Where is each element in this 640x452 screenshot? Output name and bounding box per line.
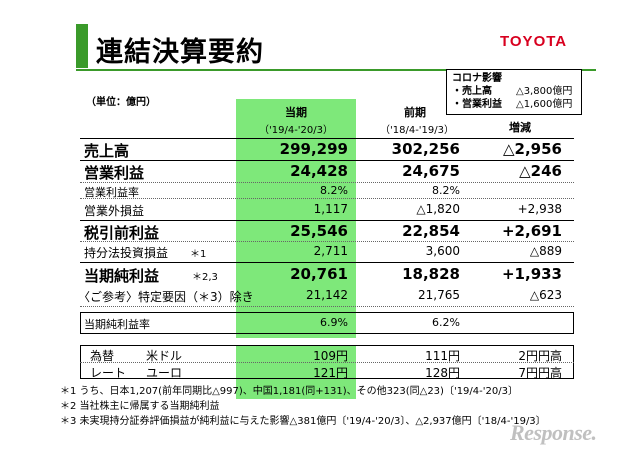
cell-current: 21,142 [306, 288, 348, 302]
row-label: 当期純利益 [84, 267, 160, 285]
cell-previous: 21,765 [418, 288, 460, 302]
cell-current: 20,761 [290, 265, 348, 283]
col-header-previous: 前期 [404, 106, 426, 119]
cell-previous: 6.2% [432, 316, 460, 329]
title-rule [76, 69, 596, 71]
unit-label: （単位：億円） [86, 97, 156, 108]
divider [80, 220, 574, 221]
cell-previous: 22,854 [402, 222, 460, 240]
cell-current: 299,299 [279, 140, 348, 158]
cell-previous: 128円 [425, 366, 460, 380]
corona-item-sales: ・売上高 △3,800億円 [452, 85, 576, 98]
col-header-change: 増減 [509, 121, 531, 134]
cell-change: △246 [519, 162, 562, 180]
corona-item-label: ・営業利益 [452, 99, 502, 110]
row-label: 営業外損益 [84, 204, 145, 218]
divider [80, 138, 574, 139]
corona-item-value: △1,600億円 [516, 99, 573, 110]
corona-item-label: ・売上高 [452, 86, 492, 97]
fx-label: レート [90, 366, 127, 380]
cell-previous: 302,256 [391, 140, 460, 158]
title-accent-bar [76, 24, 88, 68]
corona-item-value: △3,800億円 [516, 86, 573, 97]
cell-change: △623 [529, 288, 562, 302]
divider [80, 241, 574, 242]
cell-current: 6.9% [320, 316, 348, 329]
cell-current: 25,546 [290, 222, 348, 240]
cell-current: 24,428 [290, 162, 348, 180]
cell-change: +2,691 [501, 222, 562, 240]
row-label: 税引前利益 [84, 224, 160, 242]
row-label: 売上高 [84, 142, 130, 160]
cell-change: 2円円高 [518, 349, 562, 363]
row-note: ＊2,3 [192, 272, 218, 283]
footnotes: ＊1 うち、日本1,207(前年同期比△997)、中国1,181(同+131)、… [60, 384, 546, 429]
divider [80, 182, 574, 183]
cell-change: △889 [529, 244, 562, 258]
row-label: 営業利益 [84, 164, 145, 182]
divider [80, 262, 574, 263]
net-margin-box [80, 312, 574, 334]
row-label: 当期純利益率 [84, 318, 150, 331]
footnote-1: ＊1 うち、日本1,207(前年同期比△997)、中国1,181(同+131)、… [60, 386, 518, 397]
fx-currency: ユーロ [146, 366, 183, 380]
divider [80, 160, 574, 161]
cell-change: 7円円高 [518, 366, 562, 380]
page-title: 連結決算要約 [96, 37, 264, 68]
footnote-2: ＊2 当社株主に帰属する当期純利益 [60, 401, 220, 412]
col-header-current: 当期 [285, 106, 307, 119]
divider [80, 362, 574, 363]
cell-previous: 8.2% [432, 184, 460, 197]
cell-previous: 3,600 [425, 244, 460, 258]
col-period-previous: （'18/4-'19/3） [379, 125, 455, 136]
corona-item-op-profit: ・営業利益 △1,600億円 [452, 98, 576, 111]
corona-title: コロナ影響 [452, 73, 502, 84]
col-period-current: （'19/4-'20/3） [258, 125, 334, 136]
toyota-logo: TOYOTA [500, 33, 568, 50]
cell-current: 2,711 [313, 244, 348, 258]
cell-change: △2,956 [503, 140, 562, 158]
cell-previous: 111円 [425, 349, 460, 363]
row-label: 〈ご参考〉特定要因（＊3）除き [78, 290, 254, 304]
cell-current: 8.2% [320, 184, 348, 197]
fx-label: 為替 [90, 349, 115, 363]
cell-current: 121円 [313, 366, 348, 380]
corona-impact-box: コロナ影響 ・売上高 △3,800億円 ・営業利益 △1,600億円 [446, 69, 582, 115]
highlight-gap [236, 338, 356, 345]
divider [80, 306, 574, 307]
footnote-3: ＊3 未実現持分証券評価損益が純利益に与えた影響△381億円〔'19/4-'20… [60, 416, 546, 427]
cell-change: +1,933 [501, 265, 562, 283]
fx-currency: 米ドル [146, 349, 183, 363]
row-label: 持分法投資損益 [84, 246, 169, 260]
cell-previous: 18,828 [402, 265, 460, 283]
cell-change: +2,938 [517, 202, 562, 216]
response-watermark: Response. [510, 420, 597, 445]
cell-current: 109円 [313, 349, 348, 363]
cell-current: 1,117 [313, 202, 348, 216]
row-label: 営業利益率 [84, 186, 139, 199]
cell-previous: △1,820 [416, 202, 460, 216]
current-period-highlight [236, 99, 356, 399]
row-note: ＊1 [190, 249, 207, 260]
cell-previous: 24,675 [402, 162, 460, 180]
divider [80, 198, 574, 199]
